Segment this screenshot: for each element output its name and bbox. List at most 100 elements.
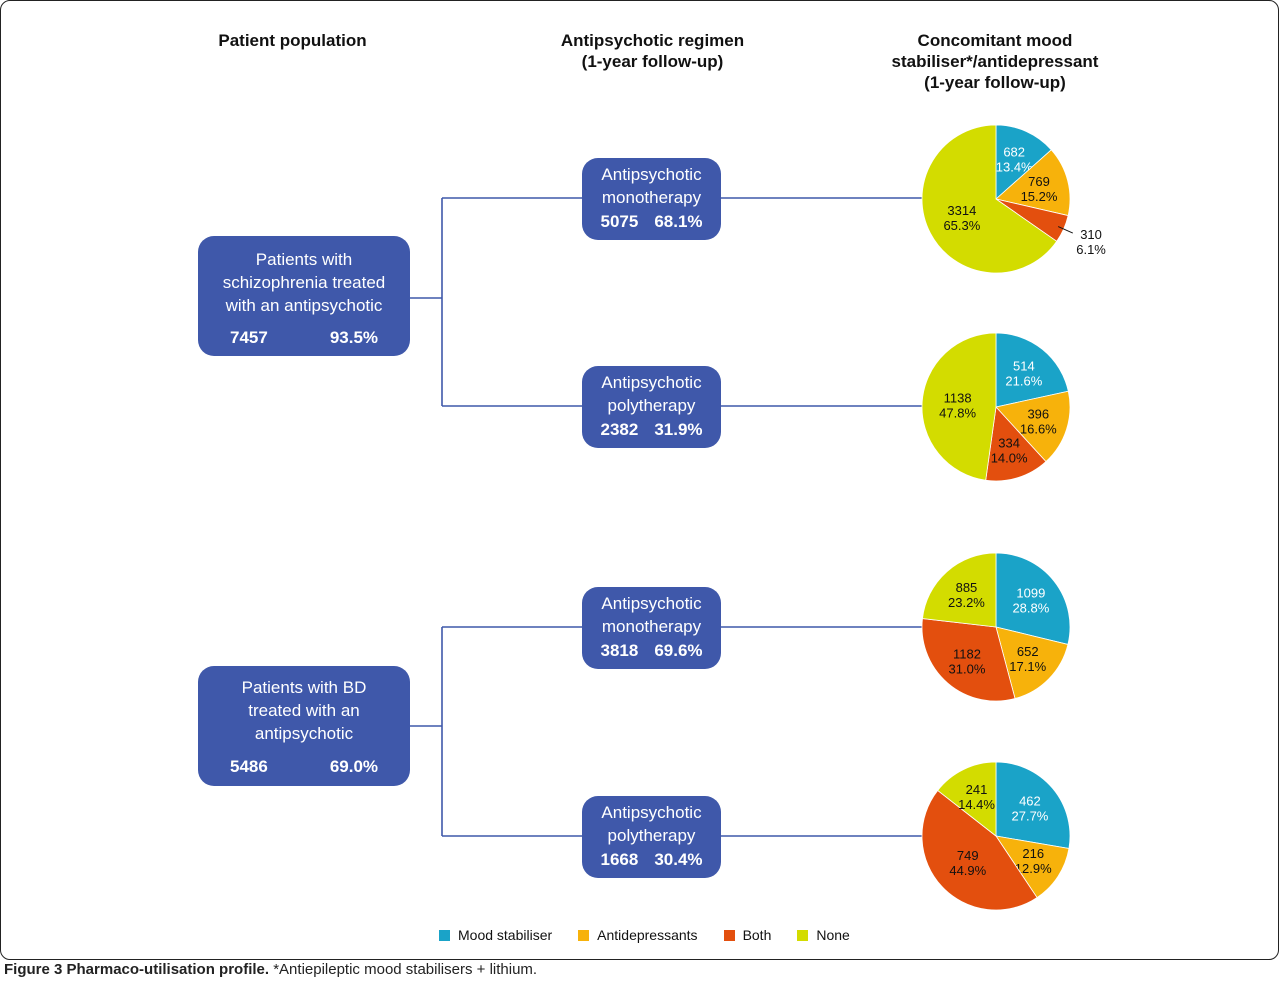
figure-caption: Figure 3 Pharmaco-utilisation profile. *… — [4, 961, 537, 978]
pie-slice-none — [921, 332, 997, 481]
legend-swatch — [723, 929, 735, 941]
pie-value-label: 885 — [956, 580, 978, 595]
pie-slice-mood-stabiliser — [995, 761, 1071, 849]
pie-slice-mood-stabiliser — [995, 124, 1052, 200]
population-box-bd: Patients with BD treated with an antipsy… — [198, 666, 410, 786]
pie-percent-label: 65.3% — [943, 218, 980, 233]
regimen-numbers: 2382 31.9% — [582, 420, 721, 440]
pie-value-label: 1099 — [1016, 586, 1045, 601]
pie-slice-both — [985, 406, 1047, 482]
pie-value-label: 334 — [998, 435, 1020, 450]
regimen-count: 1668 — [600, 850, 639, 869]
population-count: 7457 — [229, 328, 268, 347]
pie-value-label: 462 — [1019, 793, 1041, 808]
caption-note: *Antiepileptic mood stabilisers + lithiu… — [269, 961, 538, 978]
pie-slice-mood-stabiliser — [995, 332, 1069, 408]
pie-slice-none — [921, 124, 1058, 274]
legend-item-none: None — [797, 927, 850, 943]
pie-percent-label: 28.8% — [1012, 601, 1049, 616]
pie-value-label: 3314 — [947, 203, 976, 218]
pie-value-label: 682 — [1003, 144, 1025, 159]
pie-percent-label: 27.7% — [1012, 808, 1049, 823]
legend-label: Both — [742, 927, 772, 943]
pie-slice-both — [921, 789, 1038, 911]
regimen-label: Antipsychotic monotherapy — [601, 594, 702, 636]
pie-slice-mood-stabiliser — [995, 552, 1071, 645]
population-percent: 93.5% — [329, 328, 379, 347]
pie-percent-label: 31.0% — [949, 662, 986, 677]
population-count: 5486 — [229, 757, 268, 776]
population-percent: 69.0% — [329, 757, 379, 776]
legend: Mood stabiliser Antidepressants Both Non… — [439, 927, 876, 943]
pie-value-label: 769 — [1028, 174, 1050, 189]
regimen-percent: 31.9% — [654, 420, 703, 439]
regimen-label: Antipsychotic polytherapy — [601, 803, 702, 845]
pie-percent-label: 16.6% — [1020, 421, 1057, 436]
pie-slice-none — [922, 552, 997, 628]
pie-percent-label: 21.6% — [1005, 373, 1042, 388]
regimen-count: 5075 — [600, 212, 639, 231]
pie-value-label: 514 — [1013, 358, 1035, 373]
population-label: Patients with schizophrenia treated with… — [222, 250, 386, 315]
pie-slice-both — [921, 618, 1016, 702]
pie-percent-label: 12.9% — [1015, 861, 1052, 876]
pie-percent-label: 23.2% — [948, 595, 985, 610]
pie-slice-antidepressants — [995, 149, 1071, 217]
legend-swatch — [578, 929, 590, 941]
legend-item-mood-stabiliser: Mood stabiliser — [439, 927, 552, 943]
regimen-box-schizophrenia-polytherapy: Antipsychotic polytherapy 2382 31.9% — [582, 366, 721, 448]
pie-slice-antidepressants — [995, 835, 1070, 899]
regimen-percent: 69.6% — [654, 641, 703, 660]
regimen-box-schizophrenia-monotherapy: Antipsychotic monotherapy 5075 68.1% — [582, 158, 721, 240]
legend-item-both: Both — [723, 927, 772, 943]
regimen-numbers: 1668 30.4% — [582, 850, 721, 870]
regimen-box-bd-monotherapy: Antipsychotic monotherapy 3818 69.6% — [582, 587, 721, 669]
pie-value-label: 1138 — [944, 390, 972, 405]
regimen-numbers: 5075 68.1% — [582, 212, 721, 232]
population-numbers: 5486 69.0% — [198, 757, 410, 777]
regimen-numbers: 3818 69.6% — [582, 641, 721, 661]
header-patient-population: Patient population — [218, 31, 367, 50]
legend-label: Mood stabiliser — [458, 927, 553, 943]
regimen-count: 2382 — [600, 420, 639, 439]
caption-title: Figure 3 Pharmaco-utilisation profile. — [4, 961, 270, 978]
regimen-box-bd-polytherapy: Antipsychotic polytherapy 1668 30.4% — [582, 796, 721, 878]
header-concomitant: Concomitant mood stabiliser*/antidepress… — [891, 31, 1099, 92]
pie-slice-antidepressants — [995, 390, 1071, 463]
population-box-schizophrenia: Patients with schizophrenia treated with… — [198, 236, 410, 356]
pie-percent-label: 44.9% — [949, 863, 986, 878]
pie-value-label: 652 — [1017, 644, 1039, 659]
legend-item-antidepressants: Antidepressants — [578, 927, 698, 943]
pie-leader-line — [1057, 226, 1073, 234]
pie-percent-label: 13.4% — [996, 159, 1033, 174]
pie-percent-label: 17.1% — [1009, 659, 1046, 674]
population-numbers: 7457 93.5% — [198, 328, 410, 348]
regimen-count: 3818 — [600, 641, 639, 660]
regimen-label: Antipsychotic monotherapy — [601, 165, 702, 207]
pie-percent-label: 6.1% — [1076, 242, 1106, 257]
legend-swatch — [439, 929, 450, 941]
regimen-percent: 30.4% — [654, 850, 703, 869]
pie-slice-none — [937, 761, 997, 837]
pie-value-label: 396 — [1027, 406, 1049, 421]
pie-value-label: 1182 — [953, 647, 981, 662]
regimen-label: Antipsychotic polytherapy — [601, 373, 702, 415]
legend-label: Antidepressants — [597, 927, 698, 943]
pie-percent-label: 14.0% — [991, 450, 1028, 465]
legend-label: None — [816, 927, 850, 943]
header-antipsychotic-regimen: Antipsychotic regimen (1-year follow-up) — [560, 31, 745, 71]
figure-frame — [0, 0, 1279, 960]
pie-percent-label: 47.8% — [939, 405, 976, 420]
pie-value-label: 216 — [1022, 846, 1044, 861]
pie-percent-label: 15.2% — [1021, 189, 1058, 204]
pie-value-label: 749 — [957, 848, 979, 863]
population-label: Patients with BD treated with an antipsy… — [241, 678, 367, 743]
pie-value-label: 310 — [1080, 227, 1102, 242]
regimen-percent: 68.1% — [654, 212, 703, 231]
pie-slice-antidepressants — [995, 626, 1069, 700]
pie-percent-label: 14.4% — [958, 797, 995, 812]
pie-value-label: 241 — [966, 782, 988, 797]
legend-swatch — [797, 929, 809, 941]
